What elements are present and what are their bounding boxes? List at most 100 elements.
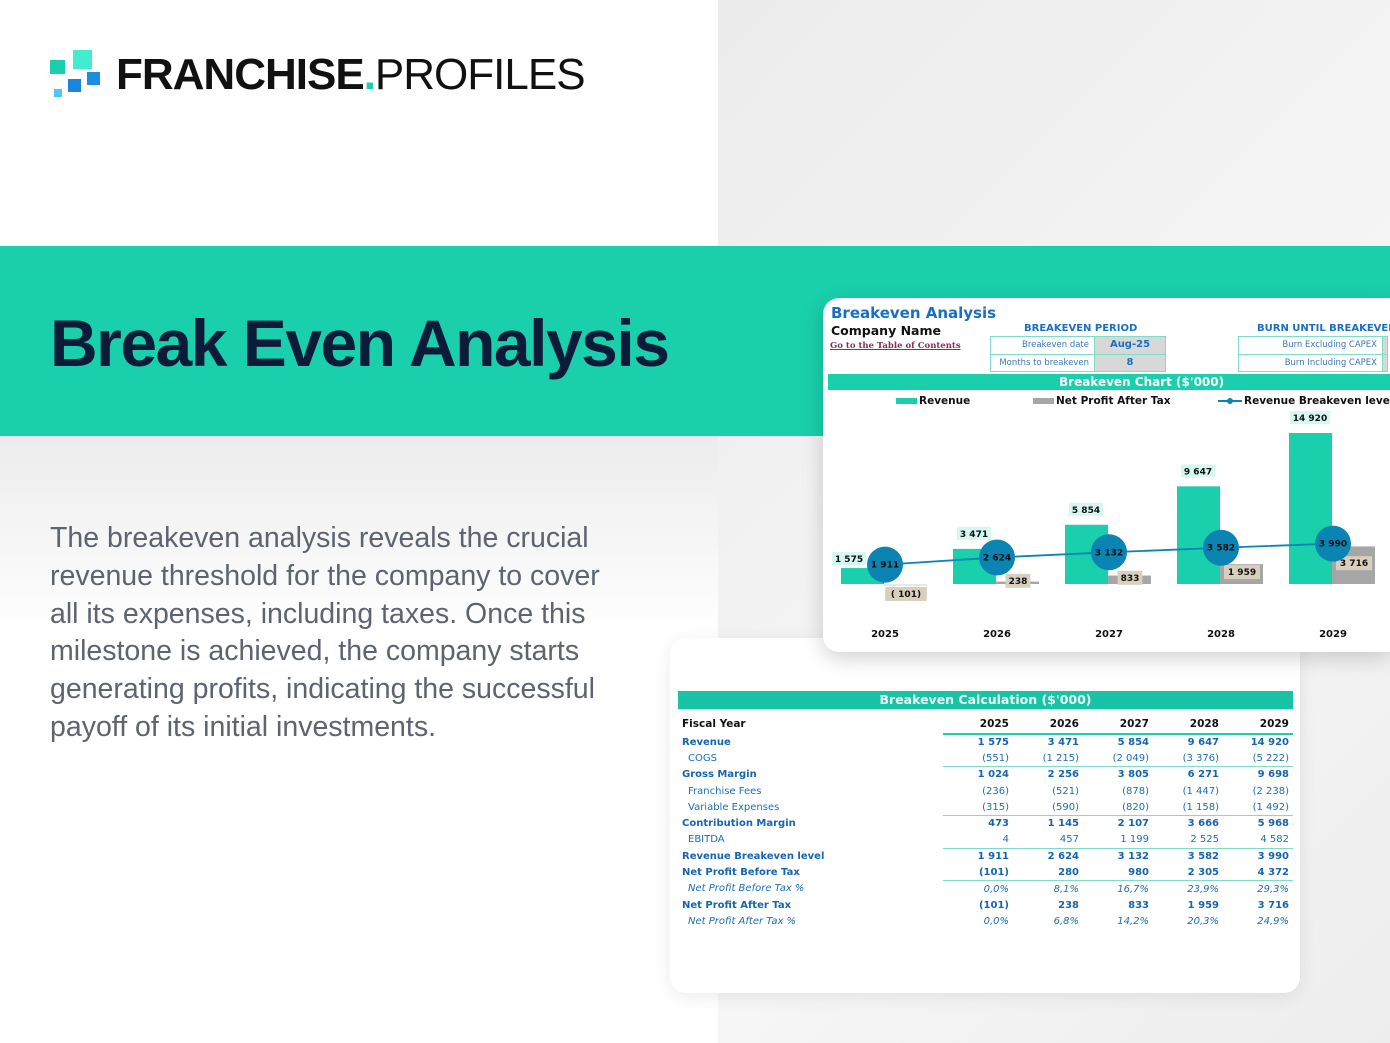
cell-value: 29,3%: [1223, 880, 1293, 897]
net-profit-label-bg: [1224, 565, 1260, 580]
revenue-label-bg: [1290, 411, 1330, 424]
table-row: Net Profit After Tax % 0,0% 6,8% 14,2% 20,3%…: [678, 913, 1293, 929]
table-row: COGS (551) (1 215) (2 049) (3 376) (5 222): [678, 750, 1293, 766]
cell-value: 1 575: [977, 737, 1009, 749]
cell-value: 2 107: [1083, 814, 1153, 832]
cell-value: (878): [1122, 785, 1149, 797]
category-label: 2026: [983, 629, 1011, 640]
burn-excl-value: [1383, 337, 1387, 354]
cell-value: 5 854: [1117, 737, 1149, 749]
cell-value: 1 959: [1187, 899, 1219, 911]
cell-value: 6,8%: [1053, 915, 1079, 927]
breakeven-data-label: 3 132: [1095, 548, 1123, 558]
breakeven-data-label: 3 990: [1319, 540, 1347, 550]
net-profit-label-bg: [1005, 573, 1031, 588]
row-label: Net Profit After Tax: [682, 899, 792, 911]
table-title: Breakeven Calculation ($'000): [678, 691, 1293, 709]
cell-value: 1 024: [943, 766, 1013, 783]
cell-value: 0,0%: [983, 915, 1009, 927]
cell-value: 3 471: [1047, 737, 1079, 749]
breakeven-table: Fiscal Year 2025 2026 2027 2028 2029 Revenue 1 …: [678, 714, 1293, 930]
table-row: Net Profit Before Tax % 0,0% 8,1% 16,7% 23,9…: [678, 880, 1293, 897]
table-row: Revenue 1 575 3 471 5 854 9 647 14 920: [678, 734, 1293, 750]
band-shadow: [0, 436, 718, 636]
row-label: COGS: [688, 752, 717, 764]
toc-link[interactable]: Go to the Table of Contents: [830, 341, 961, 351]
category-label: 2028: [1207, 629, 1235, 640]
cell-value: (2 049): [1112, 752, 1149, 764]
revenue-data-label: 3 471: [960, 530, 988, 540]
cell-value: 4 372: [1257, 866, 1289, 878]
cell-value: 2 256: [1013, 766, 1083, 783]
breakeven-data-label: 3 582: [1207, 544, 1235, 554]
category-label: 2029: [1319, 629, 1347, 640]
cell-value: (1 215): [1042, 752, 1079, 764]
cell-value: 6 271: [1153, 766, 1223, 783]
row-label: Gross Margin: [682, 769, 757, 781]
cell-value: 9 647: [1187, 737, 1219, 749]
table-row: Revenue Breakeven level 1 911 2 624 3 132 3 …: [678, 847, 1293, 865]
cell-value: 14,2%: [1117, 915, 1149, 927]
cell-value: (236): [982, 785, 1009, 797]
revenue-data-label: 9 647: [1184, 467, 1212, 477]
cell-value: 4: [1002, 834, 1009, 846]
cell-value: 23,9%: [1153, 880, 1223, 897]
row-label: Revenue: [682, 736, 731, 748]
net-profit-data-label: 3 716: [1340, 559, 1368, 569]
cell-value: 3 132: [1083, 847, 1153, 865]
cell-value: 3 716: [1257, 899, 1289, 911]
cell-value: (1 447): [1182, 785, 1219, 797]
cell-value: 8,1%: [1013, 880, 1083, 897]
cell-value: 457: [1059, 834, 1079, 846]
table-header-row: Fiscal Year 2025 2026 2027 2028 2029: [678, 714, 1293, 735]
year-header: 2028: [1153, 714, 1223, 735]
legend-breakeven-line: Revenue Breakeven level: [1218, 395, 1390, 407]
cell-value: 2 624: [1013, 847, 1083, 865]
row-label: Variable Expenses: [688, 801, 780, 813]
revenue-label-bg: [957, 526, 991, 540]
cell-value: (2 238): [1252, 785, 1289, 797]
cell-value: (521): [1052, 785, 1079, 797]
legend-revenue: Revenue: [896, 395, 970, 407]
logo-square-icon: [87, 72, 100, 85]
breakeven-marker: [979, 539, 1015, 576]
cell-value: 5 968: [1223, 814, 1293, 832]
breakeven-marker: [1091, 534, 1127, 571]
cell-value: 1 199: [1120, 834, 1149, 846]
months-value: 8: [1095, 355, 1165, 371]
franchise-profiles-logo: FRANCHISE.PROFILES: [50, 48, 586, 100]
revenue-data-label: 5 854: [1072, 506, 1100, 516]
cell-value: 1 911: [943, 847, 1013, 865]
net-profit-label-bg: [1117, 570, 1143, 585]
cell-value: 16,7%: [1083, 880, 1153, 897]
cell-value: 24,9%: [1257, 915, 1289, 927]
logo-text: FRANCHISE.PROFILES: [116, 50, 586, 99]
breakeven-marker: [867, 546, 903, 583]
table-row: Gross Margin 1 024 2 256 3 805 6 271 9 698: [678, 766, 1293, 783]
cell-value: (101): [978, 866, 1009, 878]
logo-square-icon: [54, 89, 62, 97]
net-profit-label-bg: [1336, 556, 1372, 571]
revenue-label-bg: [1181, 464, 1215, 478]
cell-value: 980: [1128, 866, 1149, 878]
cell-value: (820): [1122, 801, 1149, 813]
net-profit-label-bg: [885, 587, 927, 601]
cell-value: 3 805: [1083, 766, 1153, 783]
breakeven-marker: [1315, 525, 1351, 562]
fiscal-year-header: Fiscal Year: [682, 718, 746, 730]
breakeven-period-table: Breakeven date Aug-25 Months to breakeven…: [990, 336, 1166, 372]
burn-incl-label: Burn Including CAPEX: [1239, 355, 1383, 371]
cell-value: 2 305: [1187, 866, 1219, 878]
breakeven-data-label: 1 911: [871, 561, 899, 571]
row-label: Net Profit Before Tax %: [688, 883, 805, 895]
line-marker-icon: [1218, 398, 1242, 404]
breakeven-date-value: Aug-25: [1095, 337, 1165, 354]
burn-excl-label: Burn Excluding CAPEX: [1239, 337, 1383, 354]
row-label: Net Profit After Tax %: [688, 915, 797, 927]
chart-title: Breakeven Chart ($'000): [828, 374, 1390, 390]
revenue-bar: [1289, 433, 1332, 584]
net-profit-data-label: 833: [1121, 574, 1140, 584]
cell-value: 1 145: [1013, 814, 1083, 832]
net-profit-data-label: 238: [1009, 577, 1028, 587]
cell-value: (101): [978, 899, 1009, 911]
